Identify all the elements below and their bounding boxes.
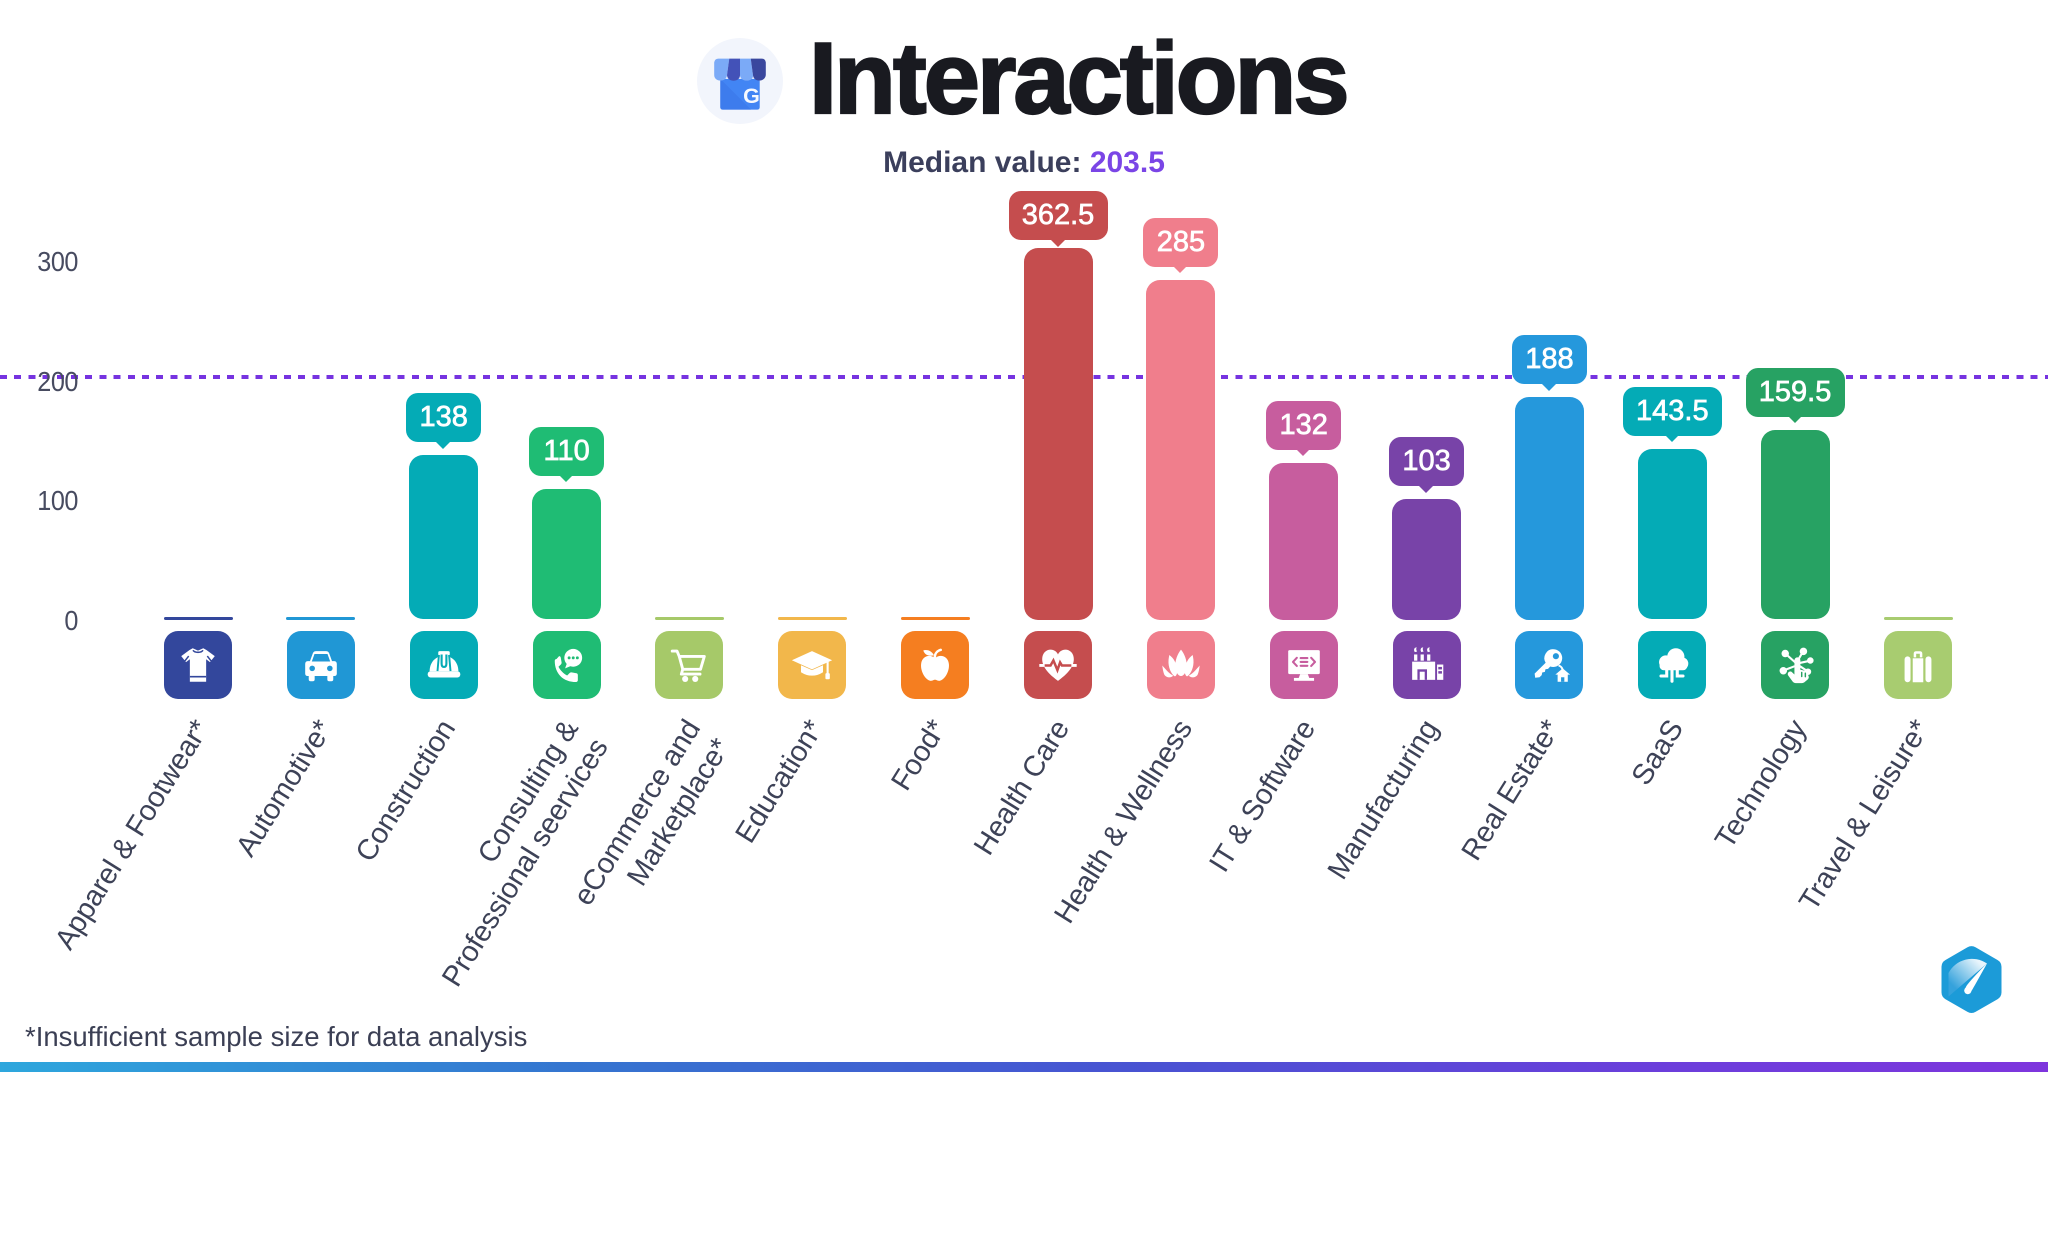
svg-text:G: G	[743, 84, 760, 108]
